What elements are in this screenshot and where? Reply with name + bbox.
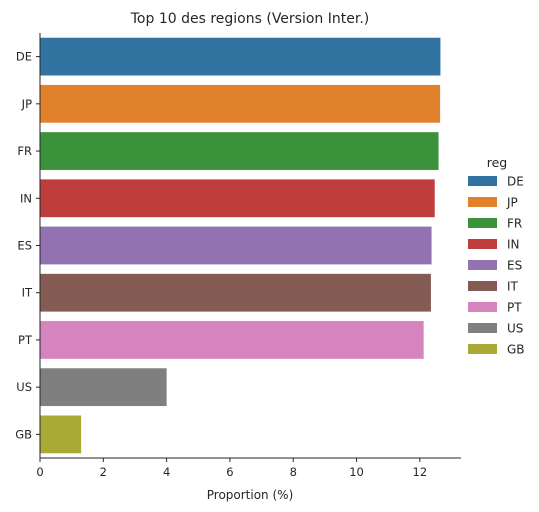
chart-title: Top 10 des regions (Version Inter.) bbox=[130, 11, 370, 27]
y-tick-label: FR bbox=[17, 144, 32, 158]
legend-swatch-it bbox=[468, 281, 497, 291]
bar-it bbox=[40, 273, 431, 312]
x-tick-label: 0 bbox=[36, 465, 43, 479]
bar-es bbox=[40, 226, 432, 265]
y-tick-label: US bbox=[16, 380, 32, 394]
legend-label-pt: PT bbox=[507, 301, 522, 315]
legend-label-it: IT bbox=[507, 280, 519, 294]
legend-label-fr: FR bbox=[507, 217, 522, 231]
bar-in bbox=[40, 179, 435, 218]
y-tick-label: JP bbox=[21, 97, 32, 111]
bar-us bbox=[40, 368, 167, 407]
legend-items: DE JP FR IN ES IT PT US GB bbox=[468, 175, 525, 357]
legend-label-in: IN bbox=[507, 238, 520, 252]
y-tick-label: GB bbox=[15, 427, 32, 441]
legend-title: reg bbox=[487, 155, 508, 170]
y-tick-label: PT bbox=[18, 333, 33, 347]
legend-label-us: US bbox=[507, 322, 523, 336]
legend-label-de: DE bbox=[507, 175, 524, 189]
bar-fr bbox=[40, 132, 439, 170]
x-tick-label: 6 bbox=[226, 465, 233, 479]
legend-swatch-in bbox=[468, 239, 497, 249]
legend-label-jp: JP bbox=[506, 196, 518, 210]
x-tick-label: 12 bbox=[413, 465, 428, 479]
bar-gb bbox=[40, 415, 82, 454]
x-tick-label: 8 bbox=[290, 465, 297, 479]
y-axis-ticks: DE JP FR IN ES IT PT US GB bbox=[15, 50, 40, 441]
x-tick-label: 2 bbox=[100, 465, 107, 479]
legend-swatch-gb bbox=[468, 344, 497, 354]
x-axis-label: Proportion (%) bbox=[207, 488, 294, 502]
y-tick-label: ES bbox=[17, 239, 32, 253]
legend-swatch-fr bbox=[468, 218, 497, 228]
legend-label-gb: GB bbox=[507, 343, 525, 357]
x-tick-label: 10 bbox=[349, 465, 364, 479]
legend-swatch-de bbox=[468, 176, 497, 186]
bars bbox=[40, 37, 441, 454]
bar-pt bbox=[40, 321, 424, 359]
y-tick-label: IT bbox=[22, 286, 33, 300]
x-axis-ticks: 0 2 4 6 8 10 12 bbox=[36, 458, 427, 479]
legend-swatch-pt bbox=[468, 302, 497, 312]
legend-label-es: ES bbox=[507, 259, 522, 273]
y-tick-label: DE bbox=[16, 50, 32, 64]
x-tick-label: 4 bbox=[163, 465, 170, 479]
legend: reg DE JP FR IN ES IT PT US GB bbox=[468, 155, 525, 357]
legend-swatch-jp bbox=[468, 197, 497, 207]
bar-de bbox=[40, 37, 441, 76]
legend-swatch-us bbox=[468, 323, 497, 333]
legend-swatch-es bbox=[468, 260, 497, 270]
bar-jp bbox=[40, 84, 441, 123]
y-tick-label: IN bbox=[20, 191, 32, 205]
